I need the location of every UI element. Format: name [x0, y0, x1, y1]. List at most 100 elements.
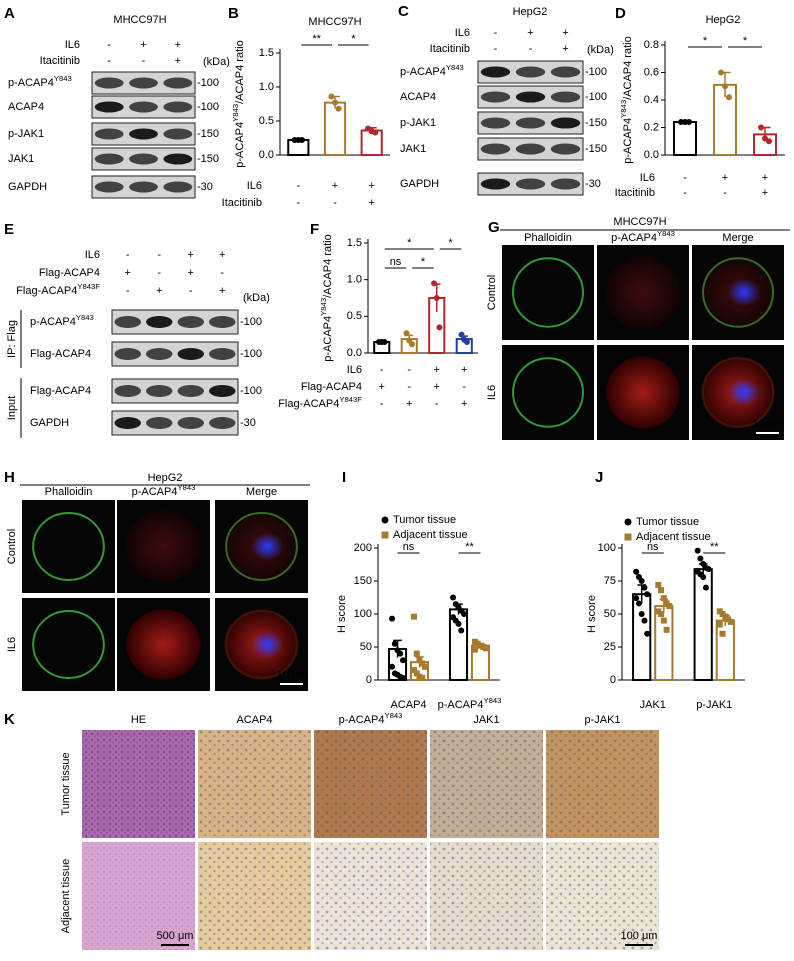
y-tick-label: 0.0 — [347, 347, 362, 359]
blot-row-label: GAPDH — [30, 417, 69, 429]
text-part: IL6 — [85, 249, 100, 261]
condition-label: Itacitinib — [615, 187, 655, 199]
micrograph — [502, 245, 594, 340]
y-tick-label: 1.0 — [259, 81, 274, 93]
blot-band — [515, 117, 546, 129]
significance: * — [448, 237, 453, 249]
y-tick-label: 0.2 — [644, 121, 659, 133]
panel-letter: I — [342, 469, 346, 486]
text-part: Itacitinib — [40, 55, 80, 67]
data-point — [403, 330, 410, 337]
blot-band — [114, 348, 141, 360]
text-part: p-JAK1 — [696, 699, 732, 711]
text-part: /ACAP4 ratio — [322, 234, 334, 298]
data-point — [458, 627, 465, 634]
y-tick-label: 0.4 — [644, 94, 659, 106]
condition-sign: - — [296, 180, 300, 192]
legend-marker — [624, 533, 632, 541]
blot-band — [129, 153, 158, 165]
panel-title: MHCC97H — [613, 216, 666, 228]
data-point — [389, 663, 396, 670]
blot-band — [129, 77, 158, 89]
y-tick-label: 0.0 — [259, 149, 274, 161]
legend-marker — [381, 516, 389, 524]
panel-letter: J — [595, 469, 603, 486]
micrograph — [22, 598, 115, 691]
text-part: JAK1 — [640, 699, 666, 711]
text-part: Itacitinib — [430, 43, 470, 55]
blot-band — [94, 101, 124, 113]
y-axis-label: p-ACAP4Y843/ACAP4 ratio — [619, 36, 634, 163]
text-part: p-ACAP4 — [438, 699, 484, 711]
group-label: IP: Flag — [6, 320, 18, 358]
data-point — [372, 129, 379, 136]
chart-title: HepG2 — [706, 14, 741, 26]
text-part: Flag-ACAP4 — [30, 348, 91, 360]
y-tick-label: 0.8 — [644, 39, 659, 51]
text-part: p-JAK1 — [584, 714, 620, 726]
scale-label: 10 μm — [753, 418, 784, 430]
condition-sign: - — [157, 267, 161, 279]
y-tick-label: 0.5 — [259, 115, 274, 127]
data-point — [685, 119, 692, 125]
actin-outline — [512, 257, 584, 328]
text-part: p-JAK1 — [8, 128, 44, 140]
data-point — [718, 69, 725, 76]
blot-band — [550, 117, 581, 129]
blot-band — [480, 178, 511, 190]
text-part: Y843F — [77, 282, 100, 291]
kda-marker: -100 — [585, 66, 607, 78]
condition-sign: + — [188, 249, 194, 261]
data-point — [389, 615, 396, 622]
data-point — [700, 574, 707, 581]
y-tick-label: 75 — [604, 575, 616, 587]
y-tick-label: 1.0 — [347, 274, 362, 286]
y-tick-label: 0.0 — [644, 149, 659, 161]
text-part: JAK1 — [8, 153, 34, 165]
row-label: Adjacent tissue — [60, 859, 72, 934]
data-point — [298, 137, 305, 144]
scale-label: 100 μm — [621, 930, 658, 942]
text-part: IL6 — [65, 39, 80, 51]
condition-sign: + — [434, 381, 440, 393]
blot-band — [129, 101, 158, 113]
condition-label: Itacitinib — [222, 197, 262, 209]
data-point — [638, 611, 645, 617]
data-point — [391, 640, 398, 647]
data-point — [399, 657, 406, 664]
condition-sign: + — [762, 187, 768, 199]
data-point — [460, 611, 467, 617]
text-part: p-ACAP4 — [8, 77, 54, 89]
column-label: p-ACAP4Y843 — [339, 711, 403, 726]
blot-row-label: p-ACAP4Y843 — [8, 74, 72, 89]
data-point — [638, 578, 645, 584]
blot-band — [163, 101, 193, 113]
condition-sign: - — [107, 39, 111, 51]
text-part: Merge — [722, 232, 753, 244]
text-part: /ACAP4 ratio — [234, 40, 246, 104]
scale-label: 500 μm — [157, 930, 194, 942]
text-part: p-ACAP4 — [611, 232, 657, 244]
tissue-texture — [314, 730, 427, 838]
condition-label: Flag-ACAP4 — [301, 381, 362, 393]
text-part: Y843 — [76, 313, 94, 322]
y-tick-label: 150 — [354, 575, 372, 587]
panel-letter: A — [4, 5, 15, 22]
y-tick-label: 0 — [366, 674, 372, 686]
condition-sign: - — [296, 197, 300, 209]
blot-band — [177, 385, 204, 397]
condition-sign: - — [380, 398, 384, 410]
blot-row-label: GAPDH — [400, 178, 439, 190]
data-point — [332, 99, 338, 106]
y-tick-label: 100 — [354, 608, 372, 620]
blot-band — [146, 348, 173, 360]
x-tick-label: ACAP4 — [390, 699, 426, 711]
legend-marker — [624, 518, 632, 526]
text-part: IL6 — [247, 180, 262, 192]
blot-band — [480, 117, 511, 129]
tissue-texture — [82, 730, 195, 838]
condition-sign: + — [722, 172, 728, 184]
text-part: Y843 — [657, 229, 675, 238]
condition-label: IL6 — [347, 364, 362, 376]
